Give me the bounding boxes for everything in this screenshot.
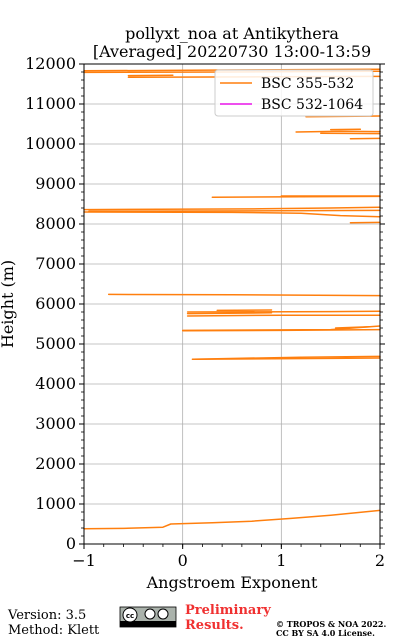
svg-text:cc: cc	[126, 612, 134, 620]
chart-subtitle: [Averaged] 20220730 13:00-13:59	[93, 42, 371, 61]
results-text: Results.	[185, 618, 244, 633]
y-tick-label: 11000	[25, 94, 76, 113]
ticks: −1 0 1 201000200030004000500060007000800090…	[25, 54, 385, 570]
preliminary-text: Preliminary	[185, 603, 271, 618]
y-tick-label: 1000	[35, 494, 76, 513]
series-0-segment-12	[83, 211, 381, 218]
sa-icon	[157, 608, 169, 620]
y-tick-label: 10000	[25, 134, 76, 153]
x-tick-label: 1	[276, 551, 286, 570]
cc-license-badge: cc	[119, 606, 177, 628]
y-tick-label: 5000	[35, 334, 76, 353]
cc-icon	[122, 607, 138, 623]
series-0-segment-14	[83, 206, 381, 211]
series-0-segment-19	[295, 130, 381, 133]
x-axis-label: Angstroem Exponent	[146, 573, 318, 592]
y-tick-label: 7000	[35, 254, 76, 273]
x-tick-label: 0	[178, 551, 188, 570]
y-tick-label: 4000	[35, 374, 76, 393]
method-text: Method: Klett	[8, 623, 100, 638]
y-tick-label: 0	[66, 534, 76, 553]
legend-label-bsc-355-532: BSC 355-532	[261, 76, 354, 92]
series-0-segment-6	[186, 314, 381, 317]
series-0-segment-13	[88, 209, 381, 212]
series-0-segment-7	[186, 312, 273, 315]
copyright-text: © TROPOS & NOA 2022.	[276, 619, 386, 629]
legend-box	[214, 69, 374, 117]
y-axis-label: Height (m)	[0, 260, 17, 348]
license-text: CC BY SA 4.0 License.	[276, 628, 375, 638]
by-icon	[144, 608, 156, 620]
version-text: Version: 3.5	[7, 608, 86, 623]
series-0-segment-0	[83, 509, 381, 530]
y-tick-label: 9000	[35, 174, 76, 193]
grid	[83, 63, 381, 545]
series-0-segment-2	[191, 355, 381, 360]
y-tick-label: 12000	[25, 54, 76, 73]
series-0-segment-5	[334, 326, 371, 329]
y-tick-label: 2000	[35, 454, 76, 473]
x-tick-label: −1	[72, 551, 96, 570]
y-tick-label: 3000	[35, 414, 76, 433]
series-layer	[83, 68, 381, 530]
series-0-segment-10	[107, 293, 381, 297]
legend-label-bsc-532-1064: BSC 532-1064	[261, 97, 363, 113]
chart-title: pollyxt_noa at Antikythera	[125, 24, 339, 43]
y-tick-label: 6000	[35, 294, 76, 313]
x-tick-label: 2	[375, 551, 385, 570]
y-tick-label: 8000	[35, 214, 76, 233]
series-0-segment-8	[186, 310, 381, 313]
legend: BSC 355-532 BSC 532-1064	[214, 69, 374, 117]
